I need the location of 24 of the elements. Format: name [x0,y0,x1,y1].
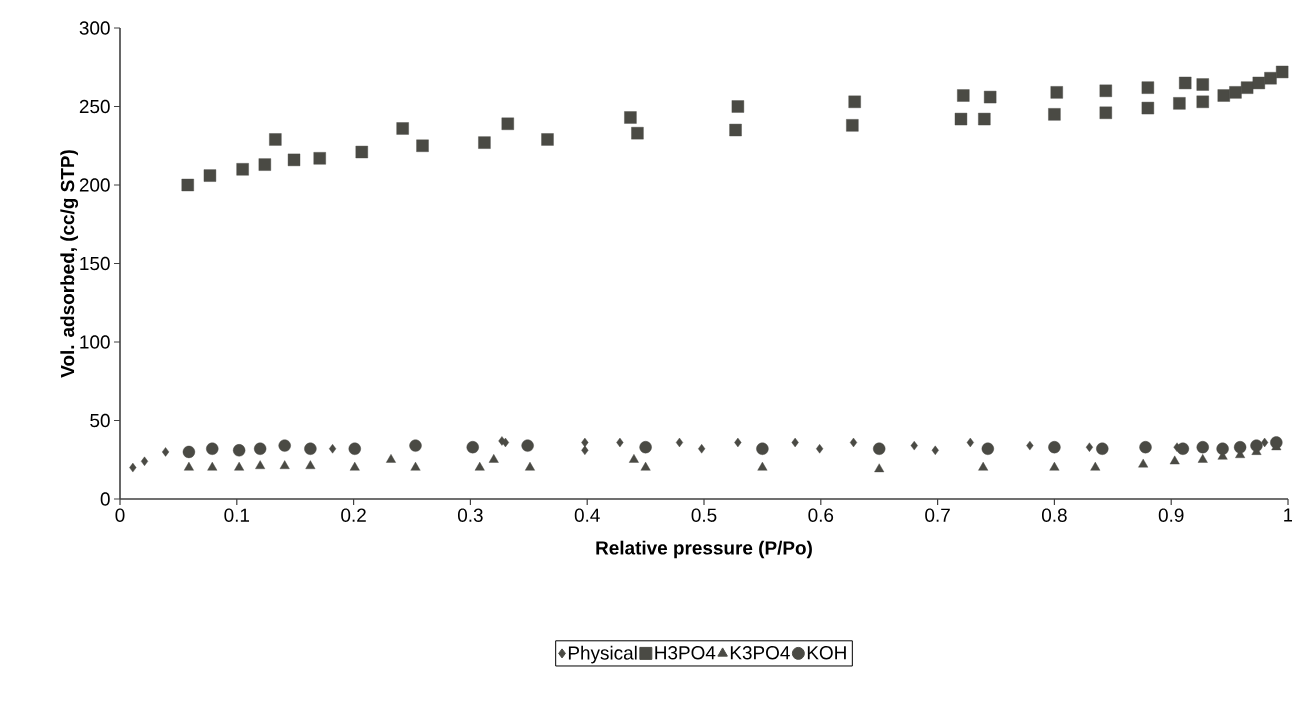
x-tick-label: 0.7 [925,508,950,522]
legend-label: KOH [807,646,846,660]
y-tick-label: 0 [100,492,110,506]
x-axis-title: Relative pressure (P/Po) [596,540,812,559]
x-tick-label: 0.6 [808,508,834,522]
y-axis-title: Vol. adsorbed, (cc/g STP) [60,150,79,378]
legend-label: Physical [568,645,637,664]
y-tick-label: 100 [80,335,110,349]
x-tick-label: 0.2 [341,508,366,522]
y-tick-label: 150 [80,256,110,271]
x-tick-label: 0.9 [1158,508,1184,522]
x-tick-label: 0.5 [691,508,717,522]
x-tick-label: 0 [115,508,125,522]
x-tick-label: 1 [1284,508,1292,522]
y-tick-label: 300 [79,21,110,35]
y-tick-label: 250 [79,99,110,114]
legend-label: H3PO4 [655,646,716,660]
x-tick-label: 0.3 [457,508,483,522]
legend-label: K3PO4 [730,646,790,660]
x-tick-label: 0.8 [1041,508,1067,522]
x-tick-label: 0.4 [574,508,600,522]
y-tick-label: 50 [90,413,110,428]
y-tick-label: 200 [79,178,110,192]
x-tick-label: 0.1 [224,508,250,522]
